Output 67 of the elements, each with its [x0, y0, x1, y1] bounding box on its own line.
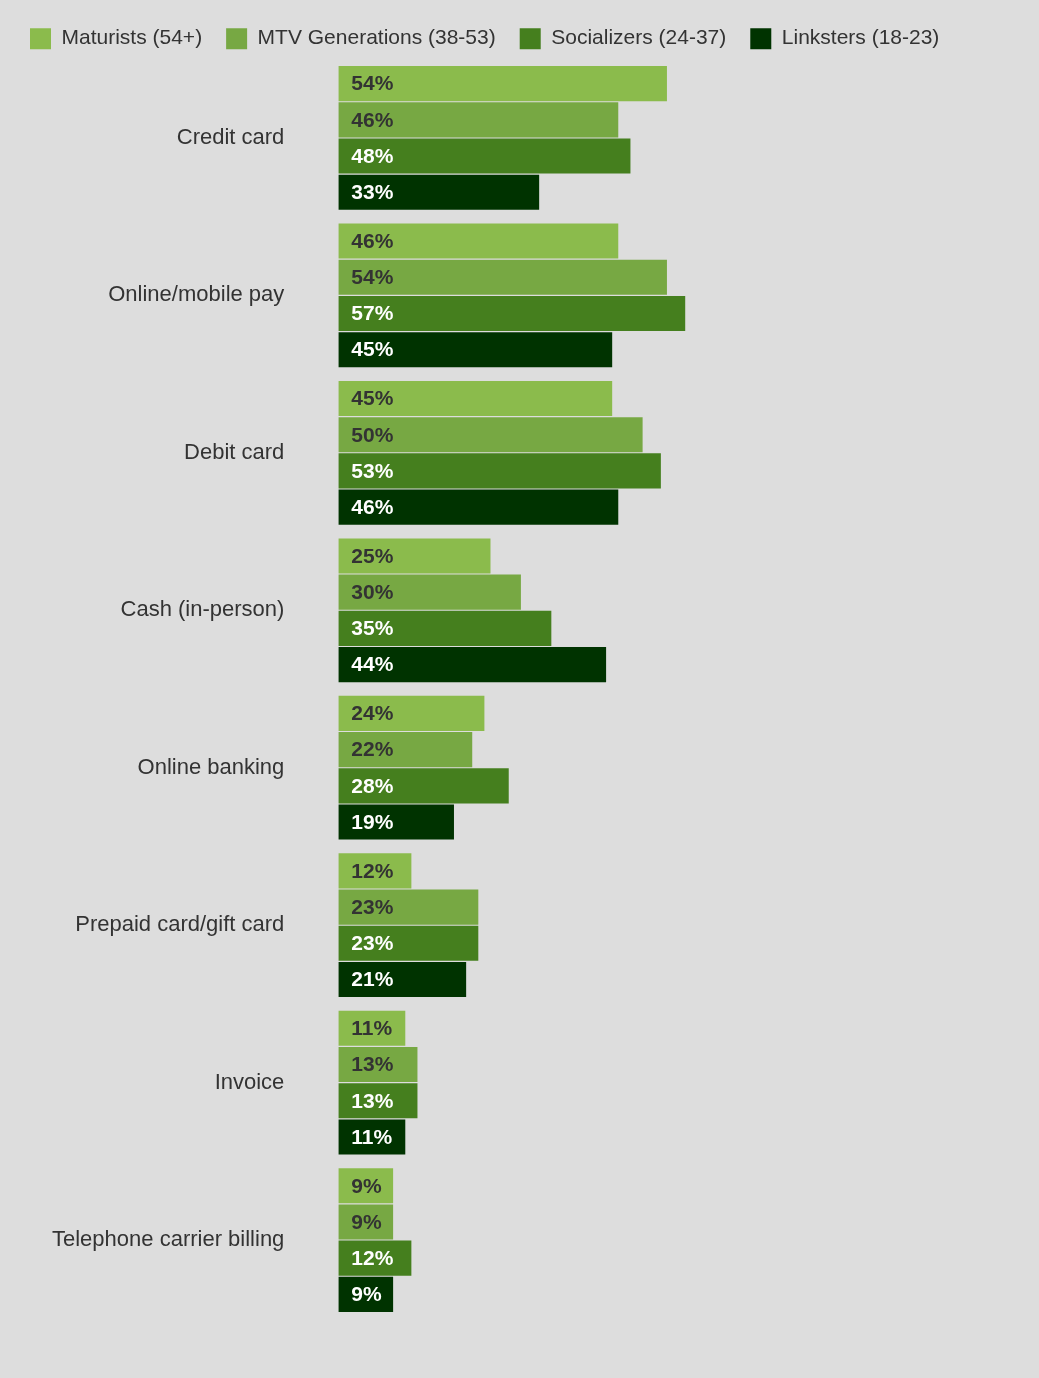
data-label: 33% [351, 180, 394, 204]
y-tick-label: Debit card [184, 438, 285, 464]
y-tick-label: Invoice [214, 1068, 285, 1094]
y-tick-label: Prepaid card/gift card [75, 911, 285, 937]
y-tick-label: Online/mobile pay [108, 281, 285, 307]
bar [338, 804, 454, 840]
y-tick-label: Credit card [176, 123, 285, 149]
bar [338, 768, 509, 804]
data-label: 11% [351, 1016, 393, 1040]
data-label: 22% [351, 737, 394, 761]
data-label: 54% [351, 71, 394, 95]
bar [338, 961, 467, 998]
data-label: 46% [351, 494, 394, 518]
data-label: 23% [351, 894, 394, 918]
data-label: 11% [351, 1124, 393, 1148]
bar [338, 66, 667, 102]
bar [338, 925, 479, 961]
data-label: 13% [351, 1088, 394, 1112]
data-label: 28% [351, 773, 394, 797]
data-label: 46% [351, 228, 394, 252]
bar [338, 174, 540, 210]
data-label: 12% [351, 858, 394, 882]
y-tick-label: Telephone carrier billing [51, 1226, 285, 1252]
bar [338, 695, 485, 731]
bar [338, 259, 667, 295]
bar [338, 380, 613, 417]
legend-label: Maturists (54+) [61, 25, 203, 49]
bar [338, 102, 619, 138]
data-label: 25% [351, 543, 394, 567]
data-label: 35% [351, 616, 394, 640]
data-label: 45% [351, 337, 394, 361]
y-tick-label: Cash (in-person) [120, 596, 285, 622]
bar [338, 223, 619, 259]
legend-label: Linksters (18-23) [781, 25, 940, 49]
data-label: 44% [351, 652, 394, 676]
data-label: 50% [351, 422, 394, 446]
bar [338, 574, 521, 610]
bar [338, 732, 473, 768]
legend-label: Socializers (24-37) [551, 25, 727, 49]
data-label: 23% [351, 931, 394, 955]
data-label: 46% [351, 107, 394, 131]
bar [338, 417, 643, 453]
data-label: 48% [351, 143, 394, 167]
data-label: 21% [351, 967, 394, 991]
data-label: 12% [351, 1245, 394, 1269]
data-label: 30% [351, 579, 394, 603]
data-label: 9% [351, 1209, 383, 1233]
data-label: 13% [351, 1052, 394, 1076]
bar [338, 489, 619, 525]
data-label: 53% [351, 458, 394, 482]
data-label: 24% [351, 701, 394, 725]
legend-label: MTV Generations (38-53) [257, 25, 496, 49]
bar [338, 538, 491, 574]
bar [338, 647, 607, 683]
data-label: 57% [351, 301, 394, 325]
data-label: 9% [351, 1173, 383, 1197]
bar [338, 332, 613, 368]
data-label: 19% [351, 809, 394, 833]
y-tick-label: Online banking [137, 753, 285, 779]
data-label: 45% [351, 386, 394, 410]
data-label: 9% [351, 1282, 383, 1306]
bar [338, 889, 479, 925]
bar [338, 295, 686, 332]
data-label: 54% [351, 265, 394, 289]
bar [338, 138, 631, 174]
bar [338, 610, 552, 646]
bar [338, 453, 661, 489]
